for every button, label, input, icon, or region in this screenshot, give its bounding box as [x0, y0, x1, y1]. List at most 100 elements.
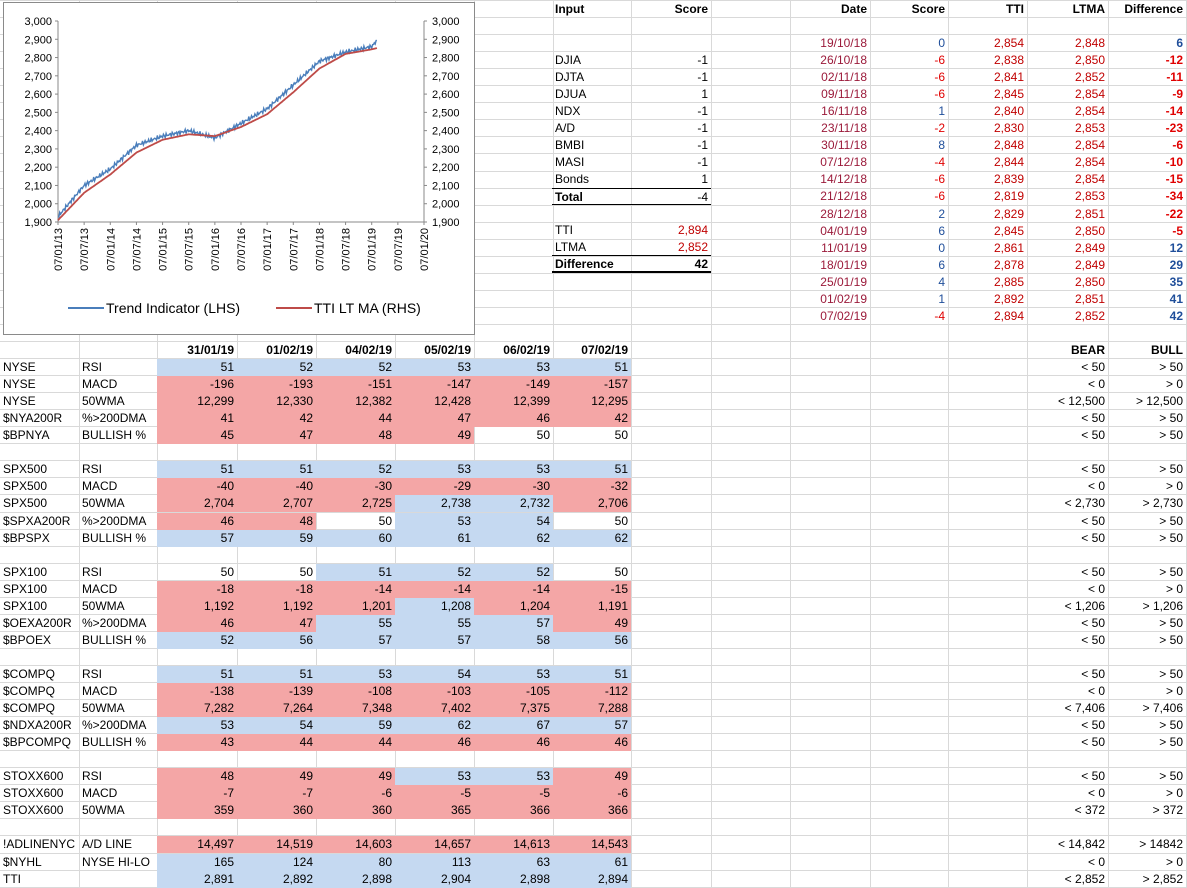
bear-threshold[interactable]: < 50 — [1081, 513, 1105, 528]
history-score[interactable]: 0 — [938, 240, 945, 255]
history-date[interactable]: 07/12/18 — [820, 155, 867, 170]
history-header[interactable]: TTI — [1006, 2, 1024, 16]
history-date[interactable]: 18/01/19 — [820, 257, 867, 272]
bull-threshold[interactable]: > 2,730 — [1142, 496, 1183, 511]
indicator-value[interactable]: -7 — [237, 785, 316, 803]
history-date[interactable]: 14/12/18 — [820, 172, 867, 187]
indicator-value[interactable]: 14,613 — [474, 836, 553, 854]
indicator-value[interactable]: -14 — [316, 580, 395, 598]
history-score[interactable]: -4 — [934, 308, 945, 323]
indicator-value[interactable]: 50 — [614, 428, 628, 443]
bear-threshold[interactable]: < 50 — [1081, 632, 1105, 647]
ltma-label[interactable]: LTMA — [552, 239, 632, 256]
history-ltma[interactable]: 2,850 — [1074, 274, 1105, 289]
history-ltma[interactable]: 2,849 — [1074, 257, 1105, 272]
indicator-value[interactable]: 57 — [157, 529, 237, 547]
indicator-value[interactable]: -138 — [157, 683, 237, 700]
indicator-name[interactable] — [79, 871, 157, 888]
indicator-value[interactable]: -196 — [157, 376, 237, 394]
indicator-value[interactable]: -40 — [157, 478, 237, 496]
history-tti[interactable]: 2,844 — [993, 155, 1024, 170]
history-tti[interactable]: 2,819 — [993, 189, 1024, 204]
indicator-value[interactable]: 44 — [316, 734, 395, 752]
indicator-symbol[interactable]: STOXX600 — [3, 803, 64, 818]
history-ltma[interactable]: 2,850 — [1074, 53, 1105, 68]
indicator-value[interactable]: 56 — [553, 631, 631, 649]
indicator-symbol[interactable]: STOXX600 — [3, 769, 64, 784]
indicator-value[interactable]: 61 — [395, 529, 474, 547]
indicator-name[interactable]: 50WMA — [82, 496, 125, 511]
indicator-value[interactable]: 53 — [474, 665, 553, 683]
bear-threshold[interactable]: < 0 — [1087, 854, 1105, 869]
bull-threshold[interactable]: > 0 — [1165, 786, 1183, 801]
history-tti[interactable]: 2,848 — [993, 138, 1024, 153]
history-score[interactable]: -2 — [934, 121, 945, 136]
indicator-symbol[interactable]: !ADLINENYC — [3, 837, 76, 852]
indicator-name[interactable]: %>200DMA — [82, 718, 147, 733]
indicator-value[interactable]: 61 — [553, 853, 631, 871]
indicator-value[interactable]: 7,375 — [474, 700, 553, 718]
bear-threshold[interactable]: < 50 — [1081, 530, 1105, 545]
input-name[interactable]: DJIA — [555, 53, 582, 67]
history-ltma[interactable]: 2,854 — [1074, 87, 1105, 102]
history-difference[interactable]: 41 — [1169, 291, 1183, 306]
indicator-value[interactable]: 1,201 — [316, 597, 395, 615]
bull-header[interactable]: BULL — [1151, 343, 1183, 357]
indicator-value[interactable]: 45 — [157, 427, 237, 445]
indicator-date-header[interactable]: 31/01/19 — [187, 343, 234, 357]
history-difference[interactable]: 6 — [1176, 36, 1183, 50]
indicator-value[interactable]: 14,497 — [157, 836, 237, 854]
indicator-value[interactable]: 53 — [316, 665, 395, 683]
indicator-value[interactable]: -6 — [316, 785, 395, 803]
bull-threshold[interactable]: > 50 — [1159, 718, 1183, 733]
input-score[interactable]: -1 — [697, 70, 708, 85]
indicator-value[interactable]: 51 — [157, 665, 237, 683]
indicator-value[interactable]: -30 — [316, 478, 395, 496]
history-ltma[interactable]: 2,852 — [1074, 308, 1105, 323]
input-score[interactable]: -1 — [697, 104, 708, 119]
history-header[interactable]: Score — [911, 2, 945, 16]
indicator-name[interactable]: 50WMA — [82, 701, 125, 716]
indicator-value[interactable]: 360 — [237, 802, 316, 820]
indicator-value[interactable]: 46 — [474, 734, 553, 752]
bull-threshold[interactable]: > 7,406 — [1142, 701, 1183, 716]
history-difference[interactable]: -11 — [1166, 70, 1183, 85]
bull-threshold[interactable]: > 50 — [1159, 769, 1183, 784]
indicator-name[interactable]: 50WMA — [82, 598, 125, 613]
history-difference[interactable]: -14 — [1165, 104, 1183, 119]
history-tti[interactable]: 2,838 — [993, 53, 1024, 68]
history-difference[interactable]: -12 — [1165, 53, 1183, 68]
indicator-name[interactable]: 50WMA — [82, 394, 125, 409]
indicator-value[interactable]: 49 — [553, 768, 631, 786]
bear-threshold[interactable]: < 12,500 — [1057, 394, 1105, 409]
indicator-value[interactable]: 46 — [474, 410, 553, 428]
indicator-value[interactable]: 44 — [237, 734, 316, 752]
bear-threshold[interactable]: < 50 — [1081, 666, 1105, 681]
indicator-symbol[interactable]: $NDXA200R — [3, 718, 72, 733]
indicator-value[interactable]: 366 — [553, 802, 631, 820]
indicator-value[interactable]: 7,264 — [237, 700, 316, 718]
score-header[interactable]: Score — [674, 2, 708, 16]
bear-threshold[interactable]: < 50 — [1081, 615, 1105, 630]
indicator-value[interactable]: 113 — [395, 853, 474, 871]
indicator-symbol[interactable]: SPX500 — [3, 496, 48, 511]
history-difference[interactable]: -15 — [1165, 172, 1183, 187]
bull-threshold[interactable]: > 0 — [1165, 479, 1183, 494]
indicator-value[interactable]: 47 — [395, 410, 474, 428]
bull-threshold[interactable]: > 0 — [1165, 684, 1183, 698]
indicator-value[interactable]: 2,725 — [316, 495, 395, 513]
input-name[interactable]: MASI — [555, 155, 585, 170]
indicator-symbol[interactable]: $COMPQ — [3, 666, 56, 681]
bull-threshold[interactable]: > 0 — [1165, 377, 1183, 392]
indicator-value[interactable]: 52 — [474, 563, 553, 581]
indicator-value[interactable]: 53 — [474, 359, 553, 377]
indicator-name[interactable]: NYSE HI-LO — [82, 854, 151, 869]
indicator-value[interactable]: 2,732 — [474, 495, 553, 513]
indicator-value[interactable]: 53 — [474, 461, 553, 479]
input-name[interactable]: DJTA — [555, 70, 585, 85]
indicator-value[interactable]: 53 — [157, 717, 237, 735]
indicator-value[interactable]: 58 — [474, 631, 553, 649]
indicator-value[interactable]: 60 — [316, 529, 395, 547]
indicator-value[interactable]: 49 — [395, 427, 474, 445]
indicator-value[interactable]: 7,402 — [395, 700, 474, 718]
